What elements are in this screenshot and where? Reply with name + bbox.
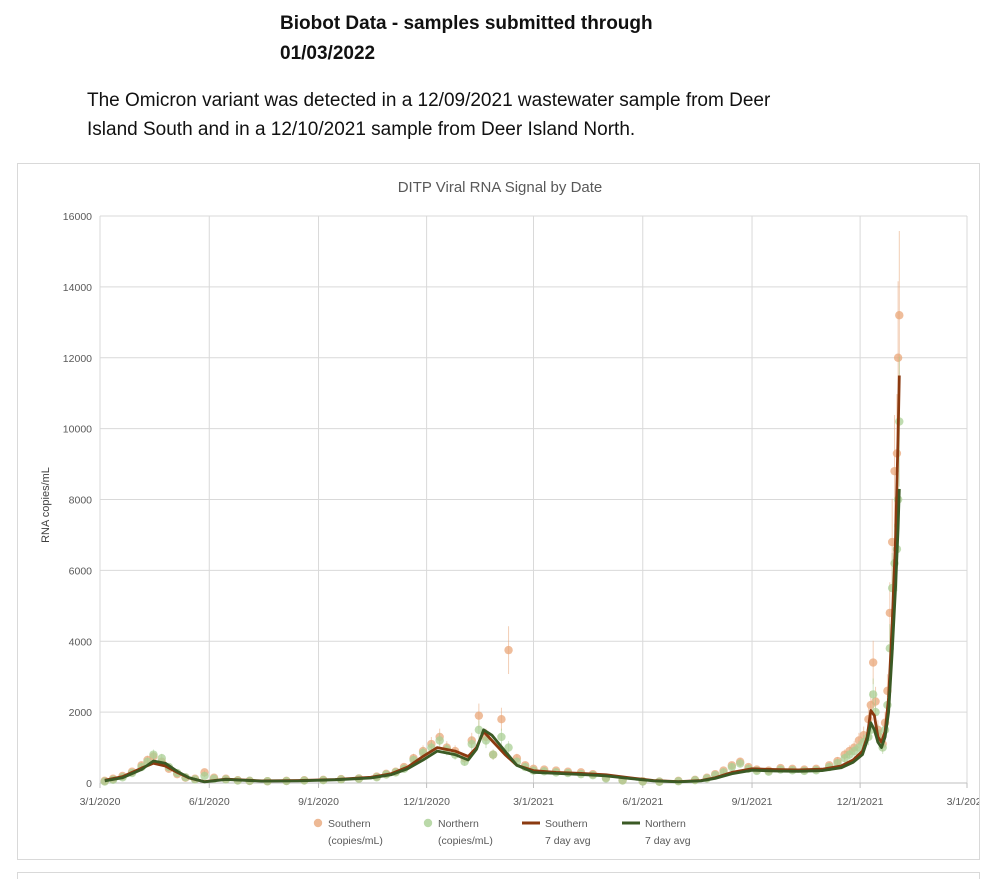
omicron-note-line-2: Island South and in a 12/10/2021 sample … [87,119,636,140]
data-point [727,762,737,772]
data-point [149,750,158,759]
data-point [504,743,513,752]
chart-title: DITP Viral RNA Signal by Date [398,179,603,196]
data-point [467,739,476,749]
data-point [488,750,498,759]
y-tick-label: 14000 [63,282,92,294]
chart-legend: Southern (copies/mL) Northern (copies/mL) So… [313,818,691,847]
legend-label: Northern [645,818,686,830]
data-point [200,771,209,781]
data-point [474,725,484,735]
chart-container: DITP Viral RNA Signal by Date 0 2000 4000 6… [17,163,988,860]
x-tick-label: 9/1/2021 [732,796,773,808]
legend-label: Northern [438,818,479,830]
data-point [474,711,484,720]
data-point [893,353,903,362]
series-points-group [100,231,904,786]
rna-signal-chart: DITP Viral RNA Signal by Date 0 2000 4000 6… [40,179,988,847]
y-tick-label: 6000 [69,565,93,577]
x-tick-label: 12/1/2020 [403,796,450,808]
data-point [735,759,745,768]
x-tick-label: 6/1/2020 [189,796,230,808]
y-tick-label: 8000 [69,495,93,507]
y-tick-label: 12000 [63,353,92,365]
page-heading-line-1: Biobot Data - samples submitted through [280,13,653,34]
legend-marker [423,818,433,828]
x-tick-label: 3/1/2020 [80,796,121,808]
data-point [504,645,513,655]
page-heading-line-2: 01/03/2022 [280,43,376,64]
data-point [895,311,904,320]
page-heading: Biobot Data - samples submitted through … [280,9,800,69]
data-point [868,690,878,699]
y-axis-label: RNA copies/mL [40,467,52,543]
legend-sublabel: (copies/mL) [438,835,493,847]
legend-label: Southern [545,818,588,830]
legend-marker [313,818,323,828]
data-point [868,658,878,667]
legend-label: Southern [328,818,371,830]
next-panel-edge [17,872,980,879]
x-tick-label: 9/1/2020 [298,796,339,808]
x-axis-ticks: 3/1/2020 6/1/2020 9/1/2020 12/1/2020 3/1/202… [80,796,988,808]
omicron-note: The Omicron variant was detected in a 12… [87,86,907,144]
x-tick-label: 3/1/2021 [513,796,554,808]
data-point [435,736,444,745]
data-point [497,715,506,724]
x-tick-label: 3/1/2022 [947,796,979,808]
data-point [497,732,506,742]
x-tick-label: 12/1/2021 [837,796,884,808]
chart-gridlines [99,215,968,788]
y-tick-label: 16000 [63,211,92,223]
legend-sublabel: (copies/mL) [328,835,383,847]
chart-series [100,231,904,786]
y-tick-label: 0 [86,778,92,790]
series-avg-line [104,488,901,784]
y-tick-label: 10000 [63,424,92,436]
x-tick-label: 6/1/2021 [622,796,663,808]
data-point [157,753,166,763]
omicron-note-line-1: The Omicron variant was detected in a 12… [87,90,771,111]
y-axis-ticks: 0 2000 4000 6000 8000 10000 12000 14000 16000 [63,211,92,790]
legend-sublabel: 7 day avg [645,835,691,847]
y-tick-label: 2000 [69,707,93,719]
y-tick-label: 4000 [69,636,93,648]
legend-sublabel: 7 day avg [545,835,591,847]
